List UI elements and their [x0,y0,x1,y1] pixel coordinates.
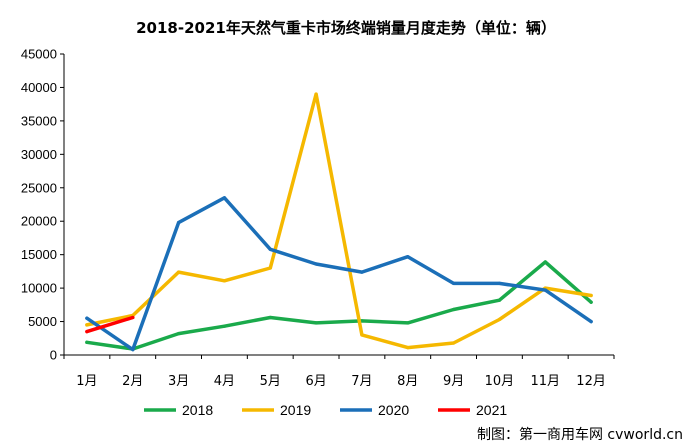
x-tick-label: 6月 [305,374,326,389]
data-point-2020 [543,288,547,292]
x-tick-label: 5月 [260,374,281,389]
data-point-2018 [222,324,226,328]
data-point-2021 [131,315,135,320]
legend-label-2021: 2021 [476,402,507,418]
data-point-2018 [543,260,547,264]
data-point-2019 [360,333,364,337]
data-point-2020 [589,320,593,324]
data-point-2019 [589,293,593,298]
axes: 0 5000 10000 15000 20000 25000 30000 35000 40000… [21,47,615,389]
data-point-2018 [497,298,501,302]
chart-title: 2018-2021年天然气重卡市场终端销量月度走势（单位：辆） [136,19,556,37]
y-tick-label: 20000 [21,214,57,229]
x-tick-label: 9月 [443,374,464,389]
data-point-2018 [406,321,410,325]
y-tick-label: 0 [50,348,57,363]
data-point-2020 [177,221,181,225]
chart-credit: 制图：第一商用车网 cvworld.cn [477,426,683,443]
x-tick-label: 4月 [214,374,235,389]
series-line-2018 [85,260,593,351]
x-tick-label: 3月 [168,374,189,389]
legend-label-2019: 2019 [280,402,311,418]
data-point-2018 [268,315,272,320]
data-point-2018 [452,307,456,312]
data-point-2019 [314,92,318,96]
legend-label-2020: 2020 [378,402,409,418]
data-point-2021 [85,330,89,334]
data-point-2018 [589,300,593,304]
x-tick-label: 8月 [397,374,418,389]
data-point-2020 [131,348,135,352]
x-tick-label: 12月 [576,374,606,389]
x-tick-label: 11月 [530,374,560,389]
y-tick-label: 5000 [28,314,57,329]
data-point-2019 [85,323,89,327]
data-point-2019 [406,346,410,350]
y-tick-label: 30000 [21,147,57,162]
data-point-2020 [452,281,456,285]
data-point-2019 [452,341,456,345]
y-tick-label: 35000 [21,113,57,128]
data-point-2020 [360,270,364,274]
data-point-2020 [222,196,226,200]
data-point-2019 [222,279,226,283]
data-point-2019 [177,270,181,274]
legend-label-2018: 2018 [182,402,213,418]
data-point-2020 [85,316,89,320]
y-tick-label: 45000 [21,47,57,62]
data-point-2019 [268,266,272,270]
data-point-2020 [497,281,501,285]
x-tick-label: 10月 [485,374,515,389]
series-layer [85,92,593,352]
data-point-2018 [85,340,89,344]
series-line-2019 [85,92,593,350]
series-line-2020 [85,196,593,352]
y-tick-label: 10000 [21,281,57,296]
data-point-2018 [314,321,318,325]
data-point-2019 [497,317,501,322]
data-point-2020 [406,255,410,259]
data-point-2018 [177,332,181,336]
x-tick-label: 1月 [76,374,97,389]
data-point-2020 [268,247,272,251]
y-tick-label: 40000 [21,80,57,95]
y-tick-label: 15000 [21,247,57,262]
series-line-2021 [85,315,135,334]
legend: 2018 2019 2020 2021 [144,402,507,418]
x-tick-label: 7月 [351,374,372,389]
y-tick-label: 25000 [21,180,57,195]
data-point-2020 [314,262,318,266]
x-tick-label: 2月 [122,374,143,389]
